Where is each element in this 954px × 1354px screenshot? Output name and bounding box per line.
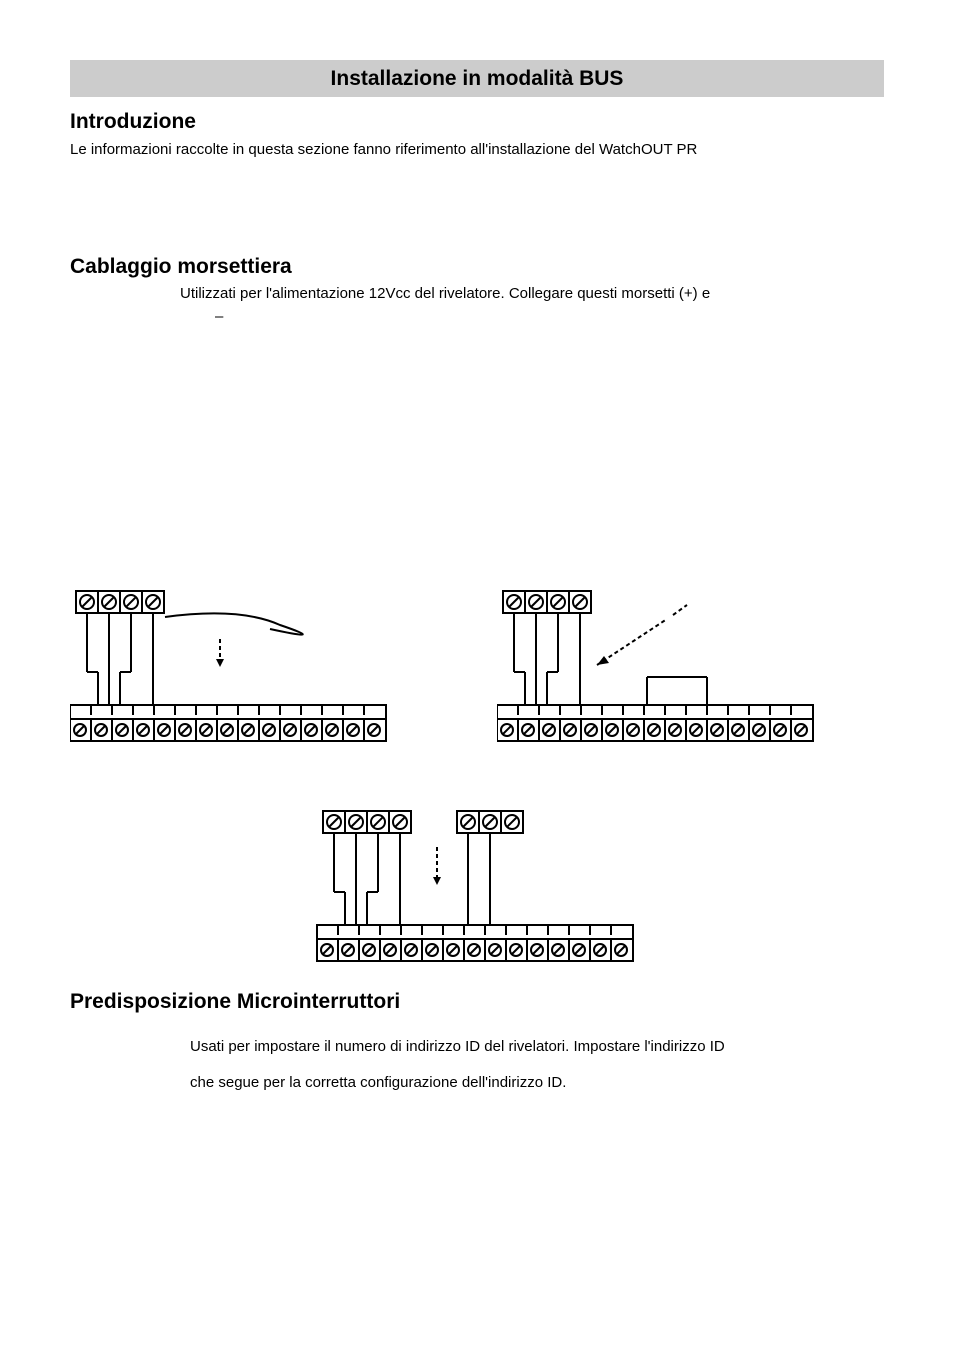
dip-description: Usati per impostare il numero di indiriz… (190, 1029, 884, 1101)
wiring-diagram-bottom (70, 807, 884, 967)
diagrams-row (70, 587, 884, 747)
dip-line-1: Usati per impostare il numero di indiriz… (190, 1029, 884, 1065)
wiring-body-text: Utilizzati per l'alimentazione 12Vcc del… (180, 283, 884, 304)
dip-line-2: che segue per la corretta configurazione… (190, 1065, 884, 1101)
intro-body-text: Le informazioni raccolte in questa sezio… (70, 139, 884, 160)
wiring-diagram-right (497, 587, 884, 747)
heading-predisposizione: Predisposizione Microinterruttori (70, 987, 884, 1016)
wiring-diagram-left (70, 587, 457, 747)
heading-introduzione: Introduzione (70, 107, 884, 136)
wiring-dash: – (215, 306, 884, 327)
heading-cablaggio: Cablaggio morsettiera (70, 252, 884, 281)
section-title-banner: Installazione in modalità BUS (70, 60, 884, 97)
